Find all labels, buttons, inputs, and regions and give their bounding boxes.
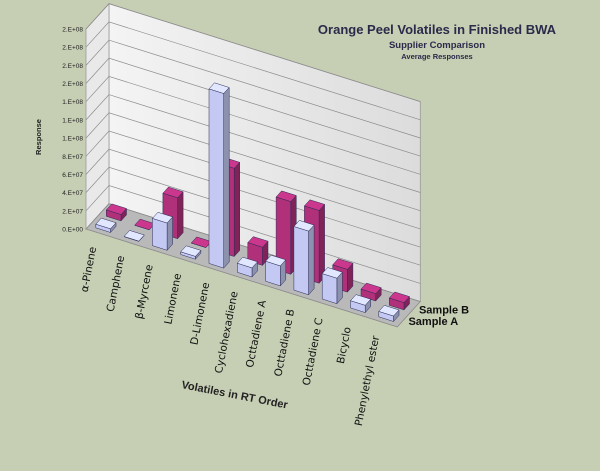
category-label: α-Pinene	[79, 246, 100, 293]
y-tick-label: 2.E+07	[62, 208, 83, 215]
category-label: Octtadiene B	[272, 308, 297, 377]
bar-sample-b	[275, 190, 297, 275]
bar-sample-a	[123, 230, 145, 243]
category-label: D-Limonene	[188, 281, 212, 346]
series-label: Sample B	[419, 304, 469, 316]
y-tick-label: 1.E+08	[62, 99, 83, 106]
category-label: Phenylethyl ester	[353, 334, 382, 427]
bar-sample-b	[388, 291, 410, 311]
y-tick-label: 2.E+08	[62, 81, 83, 88]
category-label: β-Myrcene	[133, 264, 155, 320]
gridline	[85, 94, 421, 193]
series-label: Sample A	[408, 316, 458, 328]
y-tick-label: 6.E+07	[62, 172, 83, 179]
bar-sample-a	[236, 256, 258, 278]
bar-sample-a	[151, 212, 174, 251]
y-tick-label: 2.E+08	[62, 63, 83, 70]
category-label: Octtadiene C	[301, 317, 326, 387]
chart-subtitle-2: Average Responses	[401, 52, 472, 61]
category-label: Camphene	[105, 255, 128, 313]
chart-subtitle: Supplier Comparison	[389, 40, 485, 51]
gridline	[85, 3, 421, 102]
bar-sample-a	[208, 82, 230, 269]
bar-sample-a	[180, 245, 202, 260]
y-tick-label: 1.E+08	[62, 117, 83, 124]
bar-sample-a	[378, 305, 400, 323]
y-tick-label: 1.E+08	[62, 136, 83, 143]
gridline	[85, 39, 421, 139]
gridline	[85, 21, 421, 121]
chart-title: Orange Peel Volatiles in Finished BWA	[318, 22, 557, 37]
bar-sample-a	[350, 294, 372, 314]
bar-sample-a	[321, 267, 343, 305]
y-tick-label: 2.E+08	[62, 45, 83, 52]
category-label: Cyclohexadiene	[213, 290, 241, 374]
x-axis-title: Volatiles in RT Order	[180, 379, 289, 412]
bar-sample-a	[95, 217, 117, 234]
y-tick-label: 4.E+07	[62, 190, 83, 197]
y-tick-label: 0.E+00	[62, 227, 83, 234]
category-label: Limonene	[162, 272, 184, 325]
gridline	[85, 112, 421, 212]
bar-sample-b	[105, 203, 127, 222]
bar-sample-a	[293, 220, 315, 296]
category-label: Bicyclo	[335, 326, 354, 365]
gridline	[85, 57, 421, 157]
y-tick-label: 2.E+08	[62, 27, 83, 34]
y-tick-label: 8.E+07	[62, 154, 83, 161]
bar-sample-b	[360, 282, 382, 302]
gridline	[85, 130, 421, 230]
category-label: Octtadiene A	[244, 298, 269, 368]
y-axis-title: Response	[34, 119, 43, 155]
bar-sample-a	[265, 254, 287, 287]
gridline	[85, 75, 421, 175]
